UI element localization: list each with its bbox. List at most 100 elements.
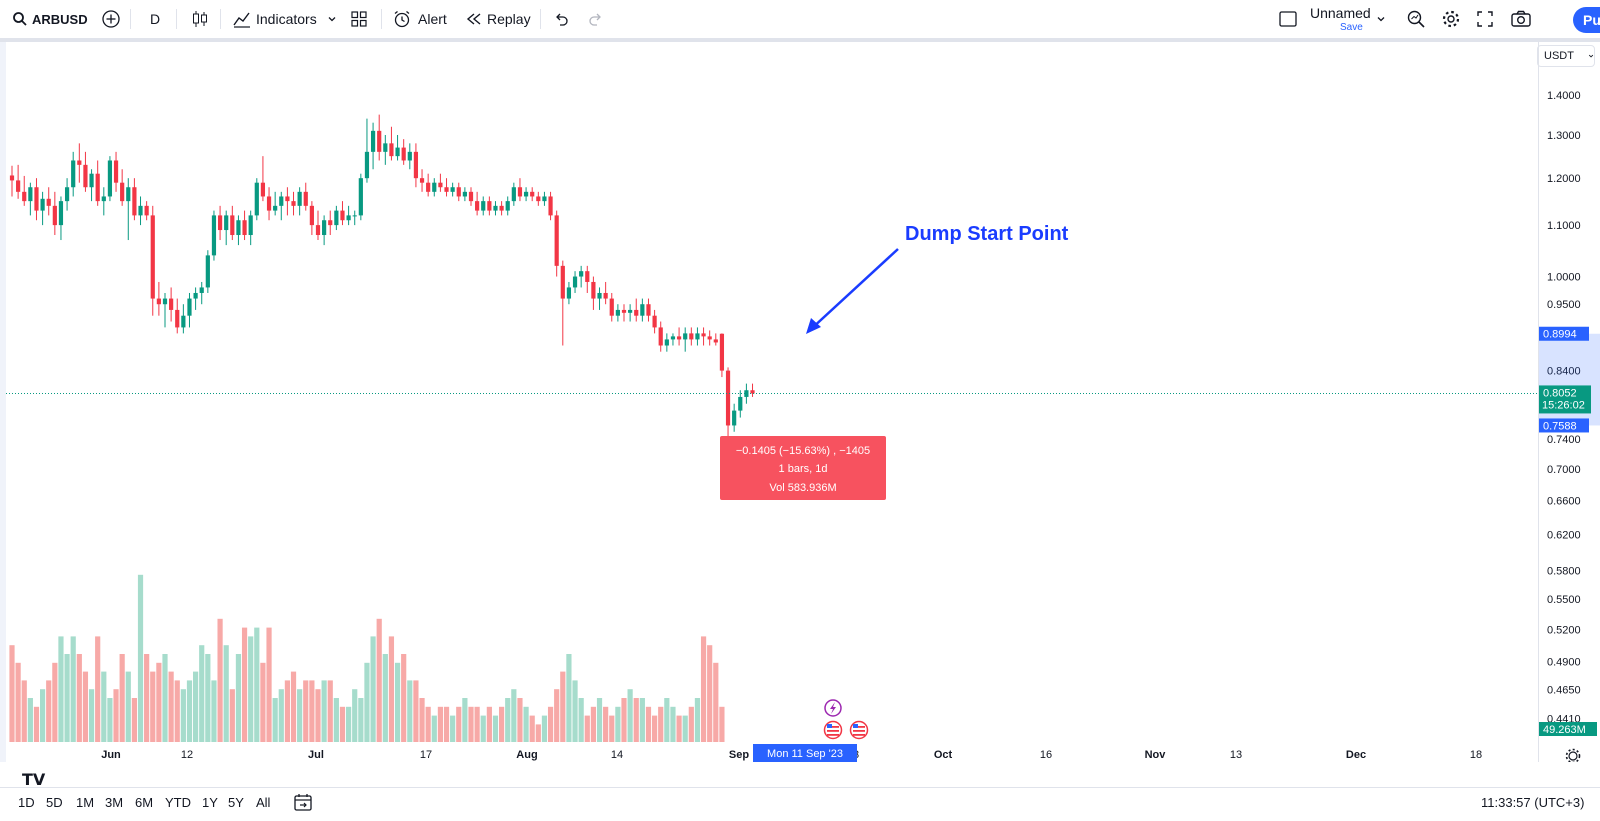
save-label[interactable]: Save [1340, 22, 1363, 33]
layouts-button[interactable] [350, 0, 368, 38]
candle-body-81 [505, 201, 510, 211]
volume-bar-75 [468, 706, 474, 742]
settings-button[interactable] [1441, 0, 1461, 38]
candle-body-85 [530, 191, 535, 197]
candle-body-49 [309, 205, 314, 226]
layout-toggle-button[interactable] [1278, 0, 1298, 38]
volume-bar-87 [541, 715, 548, 742]
time-tick-6: Sep [729, 749, 749, 761]
candle-body-110 [683, 333, 688, 340]
candle-body-76 [475, 201, 480, 211]
candle-body-75 [468, 191, 474, 202]
symbol-search[interactable]: ARBUSD [12, 0, 88, 38]
price-chart[interactable]: Dump Start Point −0.1405 (−15.63%) , −14… [6, 42, 1538, 762]
candle-body-61 [383, 143, 388, 152]
undo-button[interactable] [552, 0, 570, 38]
candle-body-121 [750, 390, 755, 394]
snapshot-button[interactable] [1510, 0, 1532, 38]
candle-body-32 [205, 255, 210, 288]
volume-bar-72 [450, 715, 456, 742]
candle-body-37 [236, 220, 241, 236]
price-label-current-bg [1539, 385, 1591, 414]
layout-dropdown[interactable] [1376, 0, 1386, 38]
redo-button[interactable] [587, 0, 605, 38]
candle-body-11 [77, 160, 82, 165]
volume-bar-100 [621, 698, 627, 742]
volume-bar-12 [82, 671, 89, 742]
indicators-label: Indicators [256, 11, 317, 27]
volume-bar-49 [309, 680, 315, 742]
volume-bar-97 [603, 706, 609, 742]
candle-body-2 [22, 191, 27, 202]
clock-label[interactable]: 11:33:57 (UTC+3) [1481, 795, 1585, 810]
gear-icon [1442, 10, 1460, 28]
period-button-6m[interactable]: 6M [135, 795, 154, 810]
candle-body-89 [554, 215, 559, 266]
publish-button[interactable]: Pu [1573, 7, 1600, 33]
candle-body-80 [499, 205, 504, 211]
chart-pane[interactable]: Dump Start Point −0.1405 (−15.63%) , −14… [6, 42, 1538, 789]
price-tick-6: 0.8400 [1547, 366, 1581, 378]
period-button-5y[interactable]: 5Y [228, 795, 244, 810]
candle-body-18 [120, 182, 125, 202]
candle-body-103 [640, 304, 645, 316]
indicators-dropdown[interactable] [327, 0, 337, 38]
volume-bar-56 [352, 689, 358, 742]
period-button-1y[interactable]: 1Y [202, 795, 218, 810]
replay-button[interactable]: Replay [465, 0, 531, 38]
price-axis[interactable]: 1.4000 1.3000 1.2000 1.1000 1.0000 0.9500 0.84… [1538, 42, 1600, 762]
period-button-1m[interactable]: 1M [76, 795, 95, 810]
candle-body-99 [615, 309, 620, 316]
candle-body-43 [273, 205, 278, 211]
price-tick-2: 1.2000 [1547, 173, 1581, 185]
candle-body-24 [156, 298, 161, 305]
price-tick-8: 0.7000 [1547, 464, 1581, 476]
volume-bar-7 [52, 662, 58, 742]
period-button-3m[interactable]: 3M [105, 795, 124, 810]
price-tick-11: 0.5800 [1547, 565, 1581, 577]
candle-body-86 [536, 196, 541, 202]
period-button-5d[interactable]: 5D [46, 795, 63, 810]
candle-body-17 [113, 160, 119, 183]
volume-bar-99 [615, 706, 621, 742]
event-icon-lightning [824, 699, 842, 717]
indicators-button[interactable]: Indicators [232, 0, 317, 38]
quick-search-button[interactable] [1406, 0, 1426, 38]
candle-body-60 [377, 130, 382, 152]
volume-bar-64 [401, 654, 407, 742]
add-symbol-button[interactable] [101, 0, 121, 38]
volume-bar-65 [407, 680, 413, 742]
volume-bar-84 [523, 706, 529, 742]
interval-button[interactable]: D [150, 0, 160, 38]
candle-body-77 [481, 201, 486, 211]
volume-bar-39 [248, 636, 254, 742]
period-button-all[interactable]: All [256, 795, 271, 810]
volume-bar-2 [21, 680, 27, 742]
volume-bar-22 [144, 654, 150, 742]
top-toolbar: ARBUSD D Indicators Alert Replay Unnamed… [0, 0, 1600, 42]
volume-bar-9 [64, 654, 70, 742]
candle-body-39 [248, 215, 253, 236]
period-button-1d[interactable]: 1D [18, 795, 35, 810]
currency-selector[interactable]: USDT [1537, 45, 1595, 67]
layout-name-button[interactable]: Unnamed [1310, 0, 1371, 32]
candle-body-98 [609, 298, 614, 316]
candle-body-74 [462, 191, 467, 197]
candle-body-83 [517, 187, 523, 197]
square-icon [1279, 11, 1297, 27]
chart-type-button[interactable] [190, 0, 210, 38]
price-axis-labels: 1.4000 1.3000 1.2000 1.1000 1.0000 0.9500 0.84… [1547, 90, 1581, 725]
date-range-button[interactable] [293, 792, 313, 817]
volume-bar-40 [254, 627, 260, 742]
fullscreen-button[interactable] [1476, 0, 1494, 38]
alert-button[interactable]: Alert [392, 0, 447, 38]
candle-body-45 [285, 196, 290, 202]
candle-body-48 [303, 191, 308, 206]
candle-body-56 [352, 215, 357, 217]
bottom-toolbar [0, 787, 1600, 821]
time-axis-labels: Jun12Jul17Aug14Sep3Oct16Nov13Dec18 [101, 749, 1482, 761]
grid-icon [351, 11, 367, 27]
candle-body-41 [260, 182, 266, 197]
period-button-ytd[interactable]: YTD [165, 795, 191, 810]
candle-body-66 [413, 151, 419, 179]
